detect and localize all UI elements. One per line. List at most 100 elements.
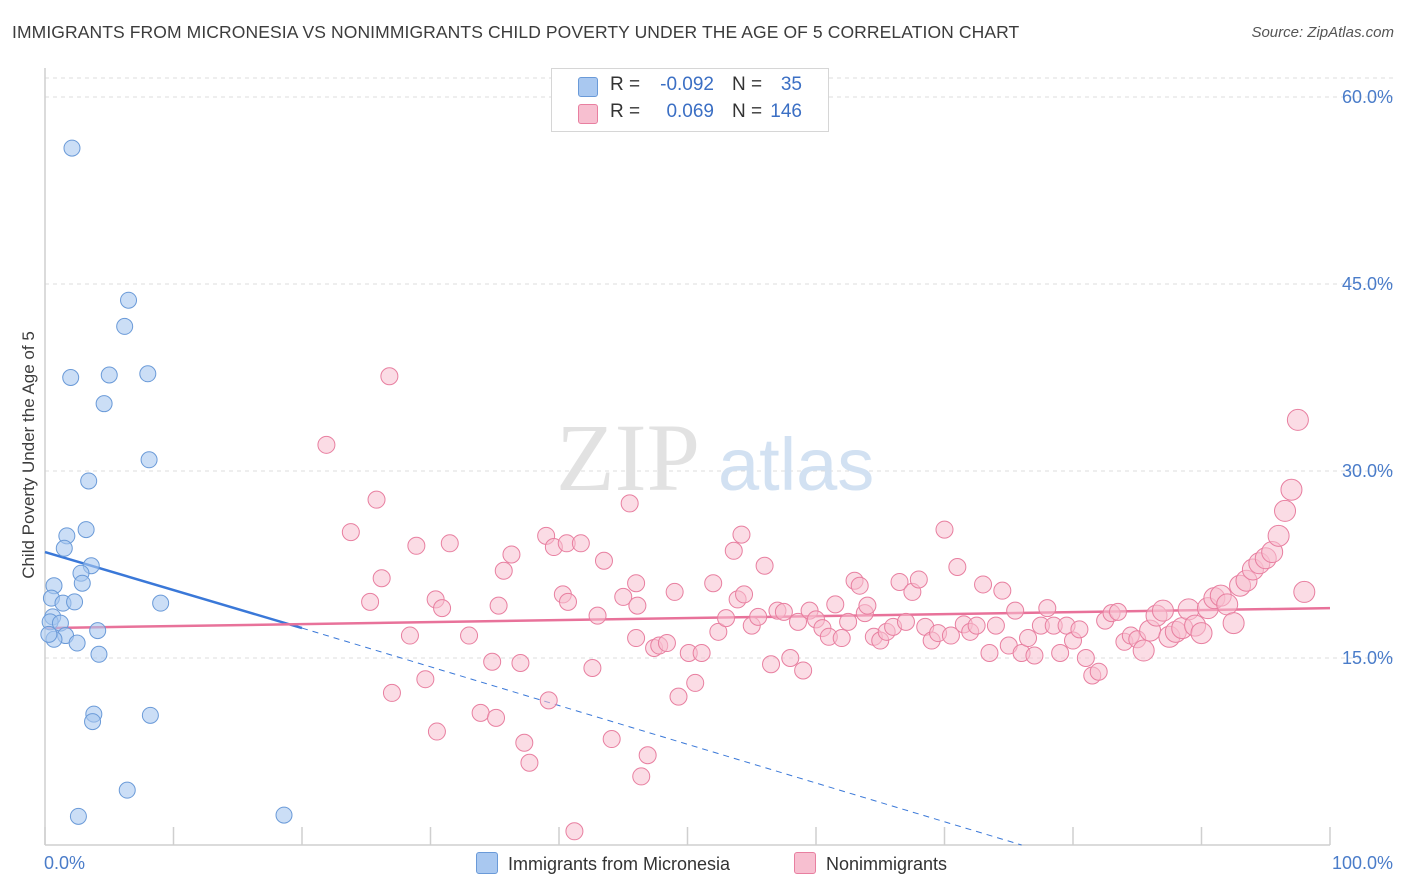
point-nonimmigrants xyxy=(755,556,774,575)
watermark-zip: ZIP xyxy=(556,404,700,511)
point-nonimmigrants xyxy=(749,607,768,626)
point-nonimmigrants xyxy=(993,581,1012,600)
legend-r-label: R = xyxy=(610,101,641,122)
point-nonimmigrants xyxy=(890,572,909,591)
point-nonimmigrants xyxy=(588,606,607,625)
point-nonimmigrants xyxy=(1190,622,1213,645)
y-tick-label: 15.0% xyxy=(1342,648,1393,668)
point-nonimmigrants xyxy=(1019,629,1038,648)
point-nonimmigrants xyxy=(433,599,452,618)
point-nonimmigrants xyxy=(460,626,479,645)
point-micronesia xyxy=(152,594,170,612)
point-nonimmigrants xyxy=(1132,639,1155,662)
tick-labels: 15.0% 30.0% 45.0% 60.0% 0.0% 100.0% xyxy=(44,87,1393,873)
series-nonimmigrants xyxy=(317,367,1316,841)
point-nonimmigrants xyxy=(732,525,751,544)
point-micronesia xyxy=(40,625,58,643)
point-micronesia xyxy=(139,365,157,383)
point-nonimmigrants xyxy=(1070,620,1089,639)
point-nonimmigrants xyxy=(839,612,858,631)
point-micronesia xyxy=(84,713,102,731)
point-nonimmigrants xyxy=(1089,662,1108,681)
bottom-legend-swatch-micronesia xyxy=(476,852,498,874)
point-nonimmigrants xyxy=(858,596,877,615)
point-micronesia xyxy=(118,781,136,799)
bottom-legend-swatch-nonimmigrants xyxy=(794,852,816,874)
point-nonimmigrants xyxy=(511,653,530,672)
point-micronesia xyxy=(89,622,107,640)
point-micronesia xyxy=(62,369,80,386)
point-nonimmigrants xyxy=(724,541,743,560)
point-nonimmigrants xyxy=(489,596,508,615)
point-nonimmigrants xyxy=(909,570,928,589)
point-nonimmigrants xyxy=(967,616,986,635)
legend-r-value: 0.069 xyxy=(666,101,714,122)
point-nonimmigrants xyxy=(941,626,960,645)
axes xyxy=(44,68,1331,846)
point-nonimmigrants xyxy=(1025,646,1044,665)
point-nonimmigrants xyxy=(620,494,639,513)
y-axis-label: Child Poverty Under the Age of 5 xyxy=(19,331,38,579)
point-nonimmigrants xyxy=(1222,612,1245,635)
point-nonimmigrants xyxy=(627,574,646,593)
point-nonimmigrants xyxy=(717,609,736,628)
legend-n-value: 35 xyxy=(780,74,802,95)
legend: R = -0.092 N = 35 R = 0.069 N = 146 xyxy=(551,68,829,132)
point-micronesia xyxy=(68,634,86,652)
point-micronesia xyxy=(120,291,138,309)
point-nonimmigrants xyxy=(1006,601,1025,620)
point-nonimmigrants xyxy=(665,582,684,601)
point-nonimmigrants xyxy=(948,557,967,576)
bottom-legend-nonimmigrants: Nonimmigrants xyxy=(794,852,947,875)
point-micronesia xyxy=(73,574,91,592)
point-nonimmigrants xyxy=(614,587,633,606)
point-micronesia xyxy=(100,366,118,384)
point-micronesia xyxy=(140,451,158,469)
x-tick-label: 0.0% xyxy=(44,853,85,873)
point-nonimmigrants xyxy=(1286,408,1309,431)
point-nonimmigrants xyxy=(483,652,502,671)
point-nonimmigrants xyxy=(1274,499,1297,522)
watermark-atlas: atlas xyxy=(718,423,874,506)
point-nonimmigrants xyxy=(669,687,688,706)
legend-n-value: 146 xyxy=(770,101,802,122)
point-nonimmigrants xyxy=(1293,580,1316,603)
point-nonimmigrants xyxy=(704,574,723,593)
point-micronesia xyxy=(77,521,95,539)
legend-n-label: N = xyxy=(732,74,763,95)
point-nonimmigrants xyxy=(632,767,651,786)
y-tick-label: 45.0% xyxy=(1342,274,1393,294)
point-nonimmigrants xyxy=(781,649,800,667)
point-nonimmigrants xyxy=(1216,593,1239,616)
y-tick-label: 60.0% xyxy=(1342,87,1393,107)
point-nonimmigrants xyxy=(594,551,613,570)
point-nonimmigrants xyxy=(789,612,808,631)
point-nonimmigrants xyxy=(361,592,380,611)
point-nonimmigrants xyxy=(416,670,435,689)
source-label: Source: ZipAtlas.com xyxy=(1251,24,1394,41)
point-nonimmigrants xyxy=(400,626,419,645)
point-micronesia xyxy=(95,395,113,413)
point-micronesia xyxy=(66,593,84,611)
x-tick-label: 100.0% xyxy=(1332,853,1393,873)
point-nonimmigrants xyxy=(826,595,845,614)
point-nonimmigrants xyxy=(935,520,954,539)
point-nonimmigrants xyxy=(686,673,705,692)
legend-n-label: N = xyxy=(732,101,763,122)
point-nonimmigrants xyxy=(692,644,711,663)
point-nonimmigrants xyxy=(1108,602,1127,621)
point-nonimmigrants xyxy=(440,534,459,553)
point-nonimmigrants xyxy=(638,746,657,765)
bottom-legend-label-nonimmigrants: Nonimmigrants xyxy=(826,854,948,874)
point-nonimmigrants xyxy=(380,367,399,386)
point-nonimmigrants xyxy=(494,561,513,580)
point-nonimmigrants xyxy=(382,683,401,702)
point-nonimmigrants xyxy=(774,602,793,621)
point-micronesia xyxy=(55,539,73,557)
point-micronesia xyxy=(116,317,134,335)
point-nonimmigrants xyxy=(986,616,1005,635)
series-micronesia xyxy=(40,139,293,825)
point-nonimmigrants xyxy=(1280,478,1303,501)
point-nonimmigrants xyxy=(762,655,781,674)
